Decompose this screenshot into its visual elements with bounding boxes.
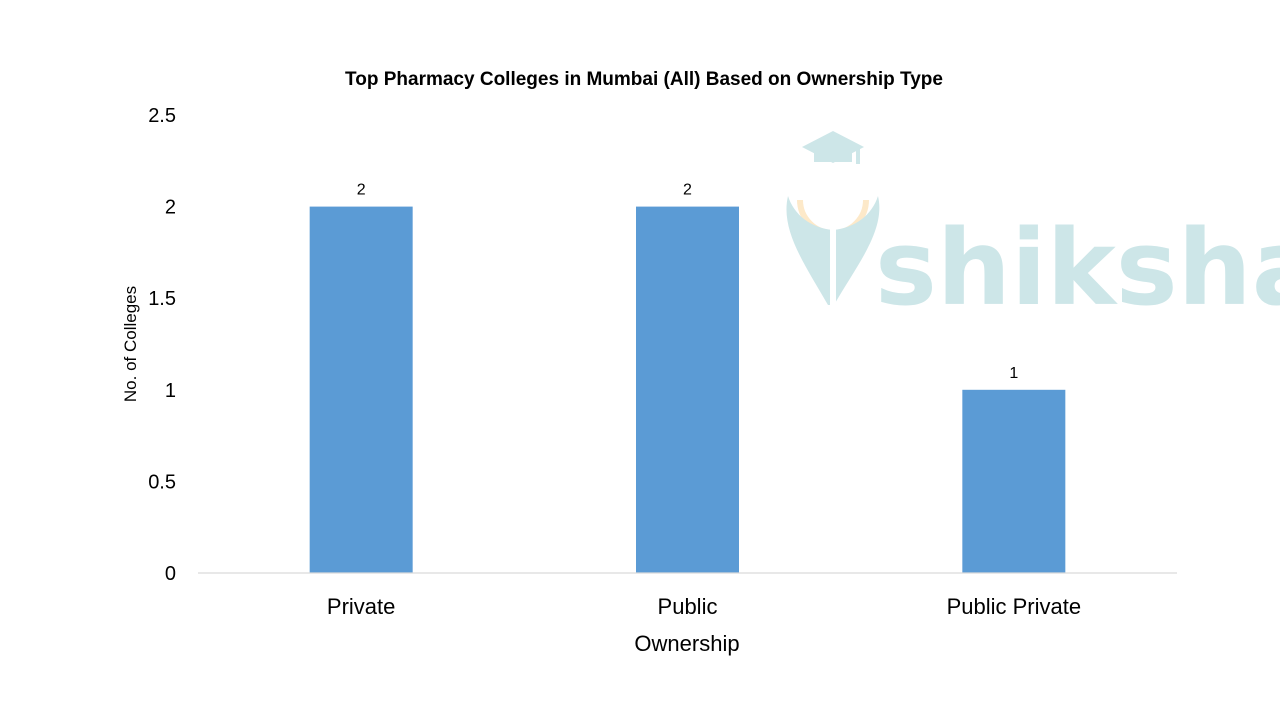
bars [309, 206, 1066, 573]
bar-public-private [962, 389, 1066, 573]
x-tick-label: Public Private [947, 594, 1082, 619]
bar-public [636, 206, 739, 573]
chart-title: Top Pharmacy Colleges in Mumbai (All) Ba… [345, 69, 943, 90]
x-tick-label: Public [658, 594, 718, 619]
data-label: 2 [357, 182, 366, 199]
y-tick-label: 1.5 [148, 288, 176, 310]
x-axis-ticks: Private Public Public Private [327, 594, 1081, 619]
data-labels: 2 2 1 [357, 182, 1019, 382]
bar-private [309, 206, 413, 573]
watermark-text: shiksha [875, 207, 1280, 329]
y-tick-label: 1 [165, 380, 176, 402]
y-tick-label: 0 [165, 563, 176, 585]
shiksha-watermark-logo: shiksha [786, 131, 1280, 329]
x-tick-label: Private [327, 594, 395, 619]
x-axis-title: Ownership [634, 631, 739, 656]
data-label: 1 [1009, 365, 1018, 382]
y-tick-label: 2 [165, 197, 176, 219]
y-axis-ticks: 0 0.5 1 1.5 2 2.5 [148, 105, 176, 585]
y-axis-title: No. of Colleges [121, 286, 140, 402]
data-label: 2 [683, 182, 692, 199]
y-tick-label: 0.5 [148, 471, 176, 493]
y-tick-label: 2.5 [148, 105, 176, 127]
graduation-cap-pen-nib-icon [786, 131, 880, 307]
